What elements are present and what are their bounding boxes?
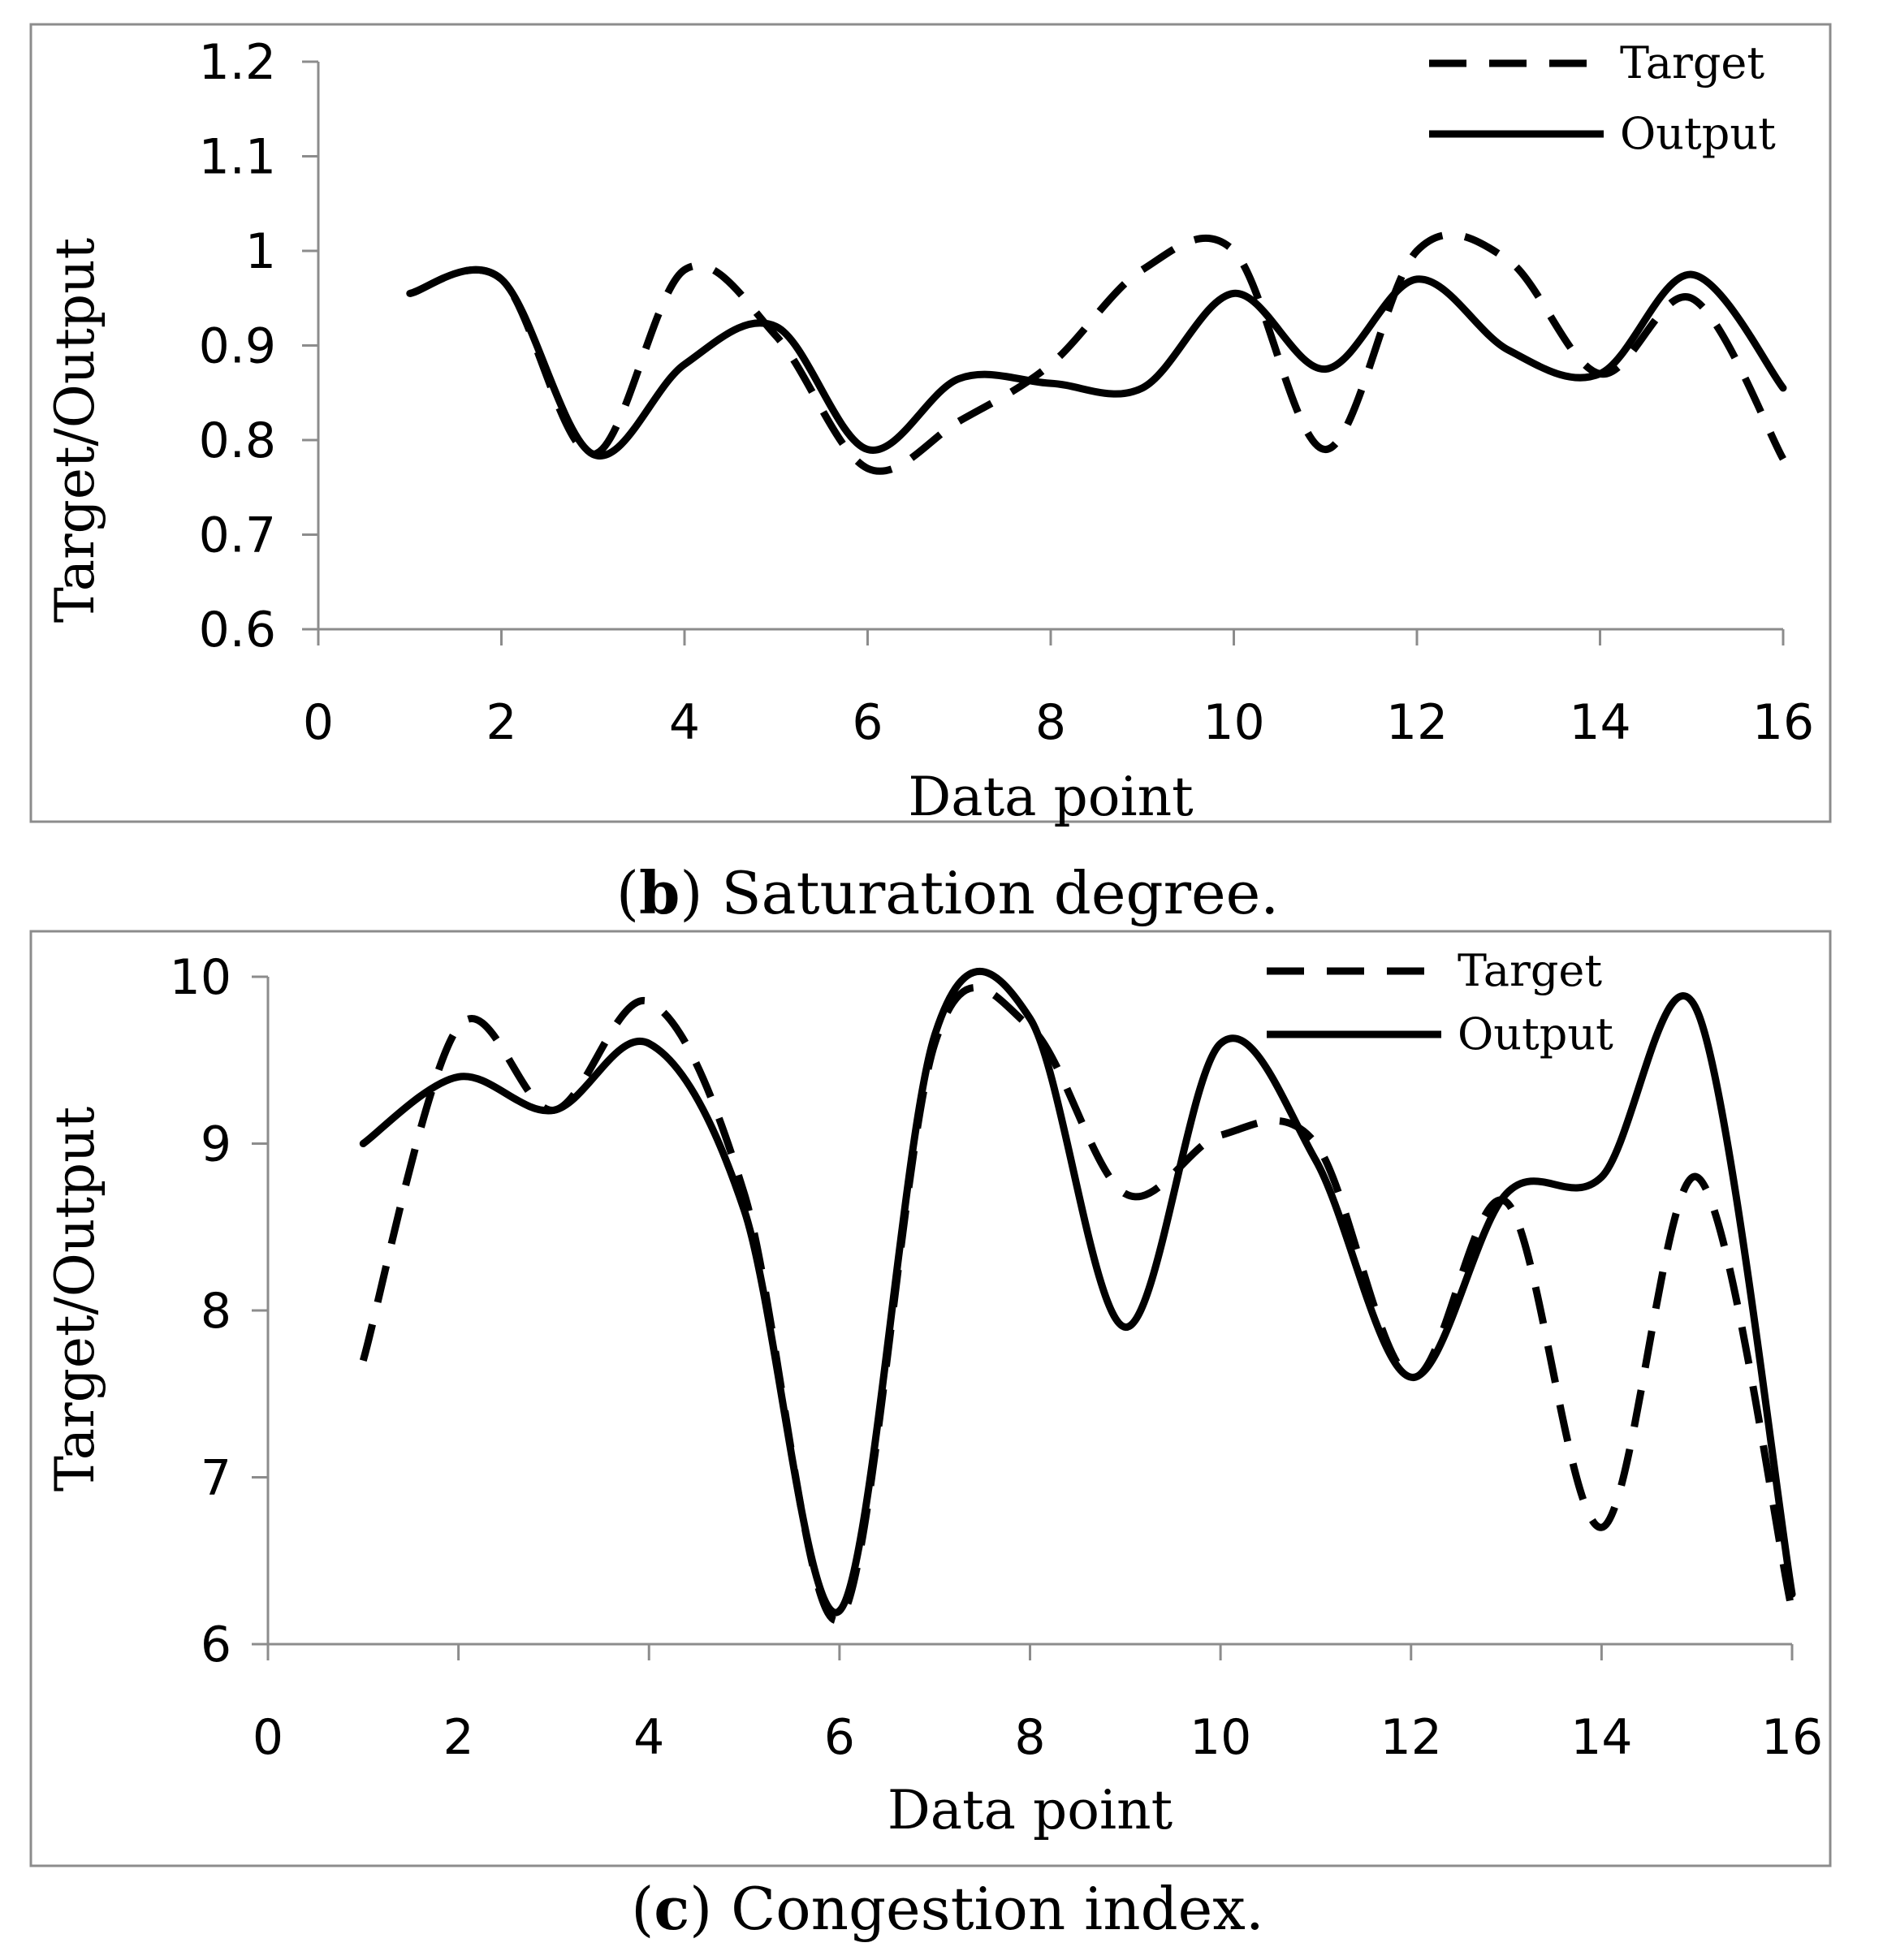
- x-tick-label: 12: [1386, 694, 1448, 751]
- x-tick-label: 6: [824, 1709, 855, 1766]
- caption-text: Saturation degree.: [721, 859, 1279, 927]
- panel-saturation-degree: 0.6 0.7 0.8 0.9 1 1.1 1.2 0 2 4 6 8 10 12 14 16 Data poi…: [29, 23, 1832, 927]
- chart-frame: [29, 930, 1832, 1867]
- y-tick-label: 8: [201, 1283, 231, 1340]
- panel-congestion-index: 6 7 8 9 10 0 2 4 6 8 10 12 14 16 Data point Target/Outp…: [29, 930, 1832, 1943]
- x-tick-label: 2: [443, 1709, 474, 1766]
- caption-panel-label: b: [639, 858, 680, 927]
- y-tick-label: 10: [170, 949, 231, 1006]
- x-tick-label: 12: [1380, 1709, 1442, 1766]
- chart-frame: [29, 23, 1832, 823]
- x-tick-label: 8: [1014, 1709, 1045, 1766]
- x-tick-label: 6: [852, 694, 883, 751]
- y-tick-label: 0.6: [199, 602, 276, 658]
- y-tick-label: 9: [201, 1116, 231, 1173]
- series-line-output: [359, 967, 1796, 1617]
- caption-paren-close: ): [680, 859, 721, 927]
- series-line-target: [408, 231, 1786, 475]
- legend-label-output: Output: [1620, 108, 1776, 159]
- x-tick-label: 16: [1752, 694, 1814, 751]
- legend-label-target: Target: [1620, 37, 1764, 89]
- caption-panel-label: c: [654, 1874, 689, 1943]
- series-line-target: [359, 983, 1796, 1625]
- figure-caption: (b) Saturation degree.: [616, 858, 1279, 927]
- caption-paren-close: ): [689, 1875, 731, 1943]
- x-tick-label: 2: [486, 694, 516, 751]
- y-tick-label: 0.7: [199, 507, 276, 564]
- x-tick-label: 4: [669, 694, 700, 751]
- caption-text: Congestion index.: [731, 1875, 1264, 1943]
- x-tick-label: 14: [1570, 1709, 1632, 1766]
- x-tick-label: 0: [253, 1709, 283, 1766]
- x-tick-label: 0: [303, 694, 334, 751]
- figure-caption: (c) Congestion index.: [631, 1874, 1264, 1943]
- x-axis-label: Data point: [908, 766, 1193, 828]
- x-tick-label: 14: [1569, 694, 1630, 751]
- x-tick-label: 4: [633, 1709, 664, 1766]
- y-axis-label: Target/Output: [44, 238, 106, 623]
- legend-label-target: Target: [1458, 945, 1602, 996]
- x-tick-label: 10: [1190, 1709, 1251, 1766]
- x-tick-label: 16: [1761, 1709, 1823, 1766]
- y-tick-label: 6: [201, 1617, 231, 1673]
- y-tick-label: 0.8: [199, 412, 276, 469]
- legend-label-output: Output: [1458, 1008, 1613, 1060]
- caption-paren-open: (: [616, 859, 639, 927]
- series-line-output: [406, 266, 1787, 460]
- y-axis-label: Target/Output: [44, 1107, 106, 1492]
- y-tick-label: 1.2: [199, 34, 276, 91]
- y-tick-label: 1.1: [199, 129, 276, 186]
- x-axis-label: Data point: [888, 1779, 1173, 1841]
- y-tick-label: 7: [201, 1450, 231, 1507]
- x-tick-label: 8: [1035, 694, 1066, 751]
- caption-paren-open: (: [631, 1875, 654, 1943]
- y-tick-label: 1: [245, 223, 276, 280]
- y-tick-label: 0.9: [199, 318, 276, 375]
- x-tick-label: 10: [1203, 694, 1264, 751]
